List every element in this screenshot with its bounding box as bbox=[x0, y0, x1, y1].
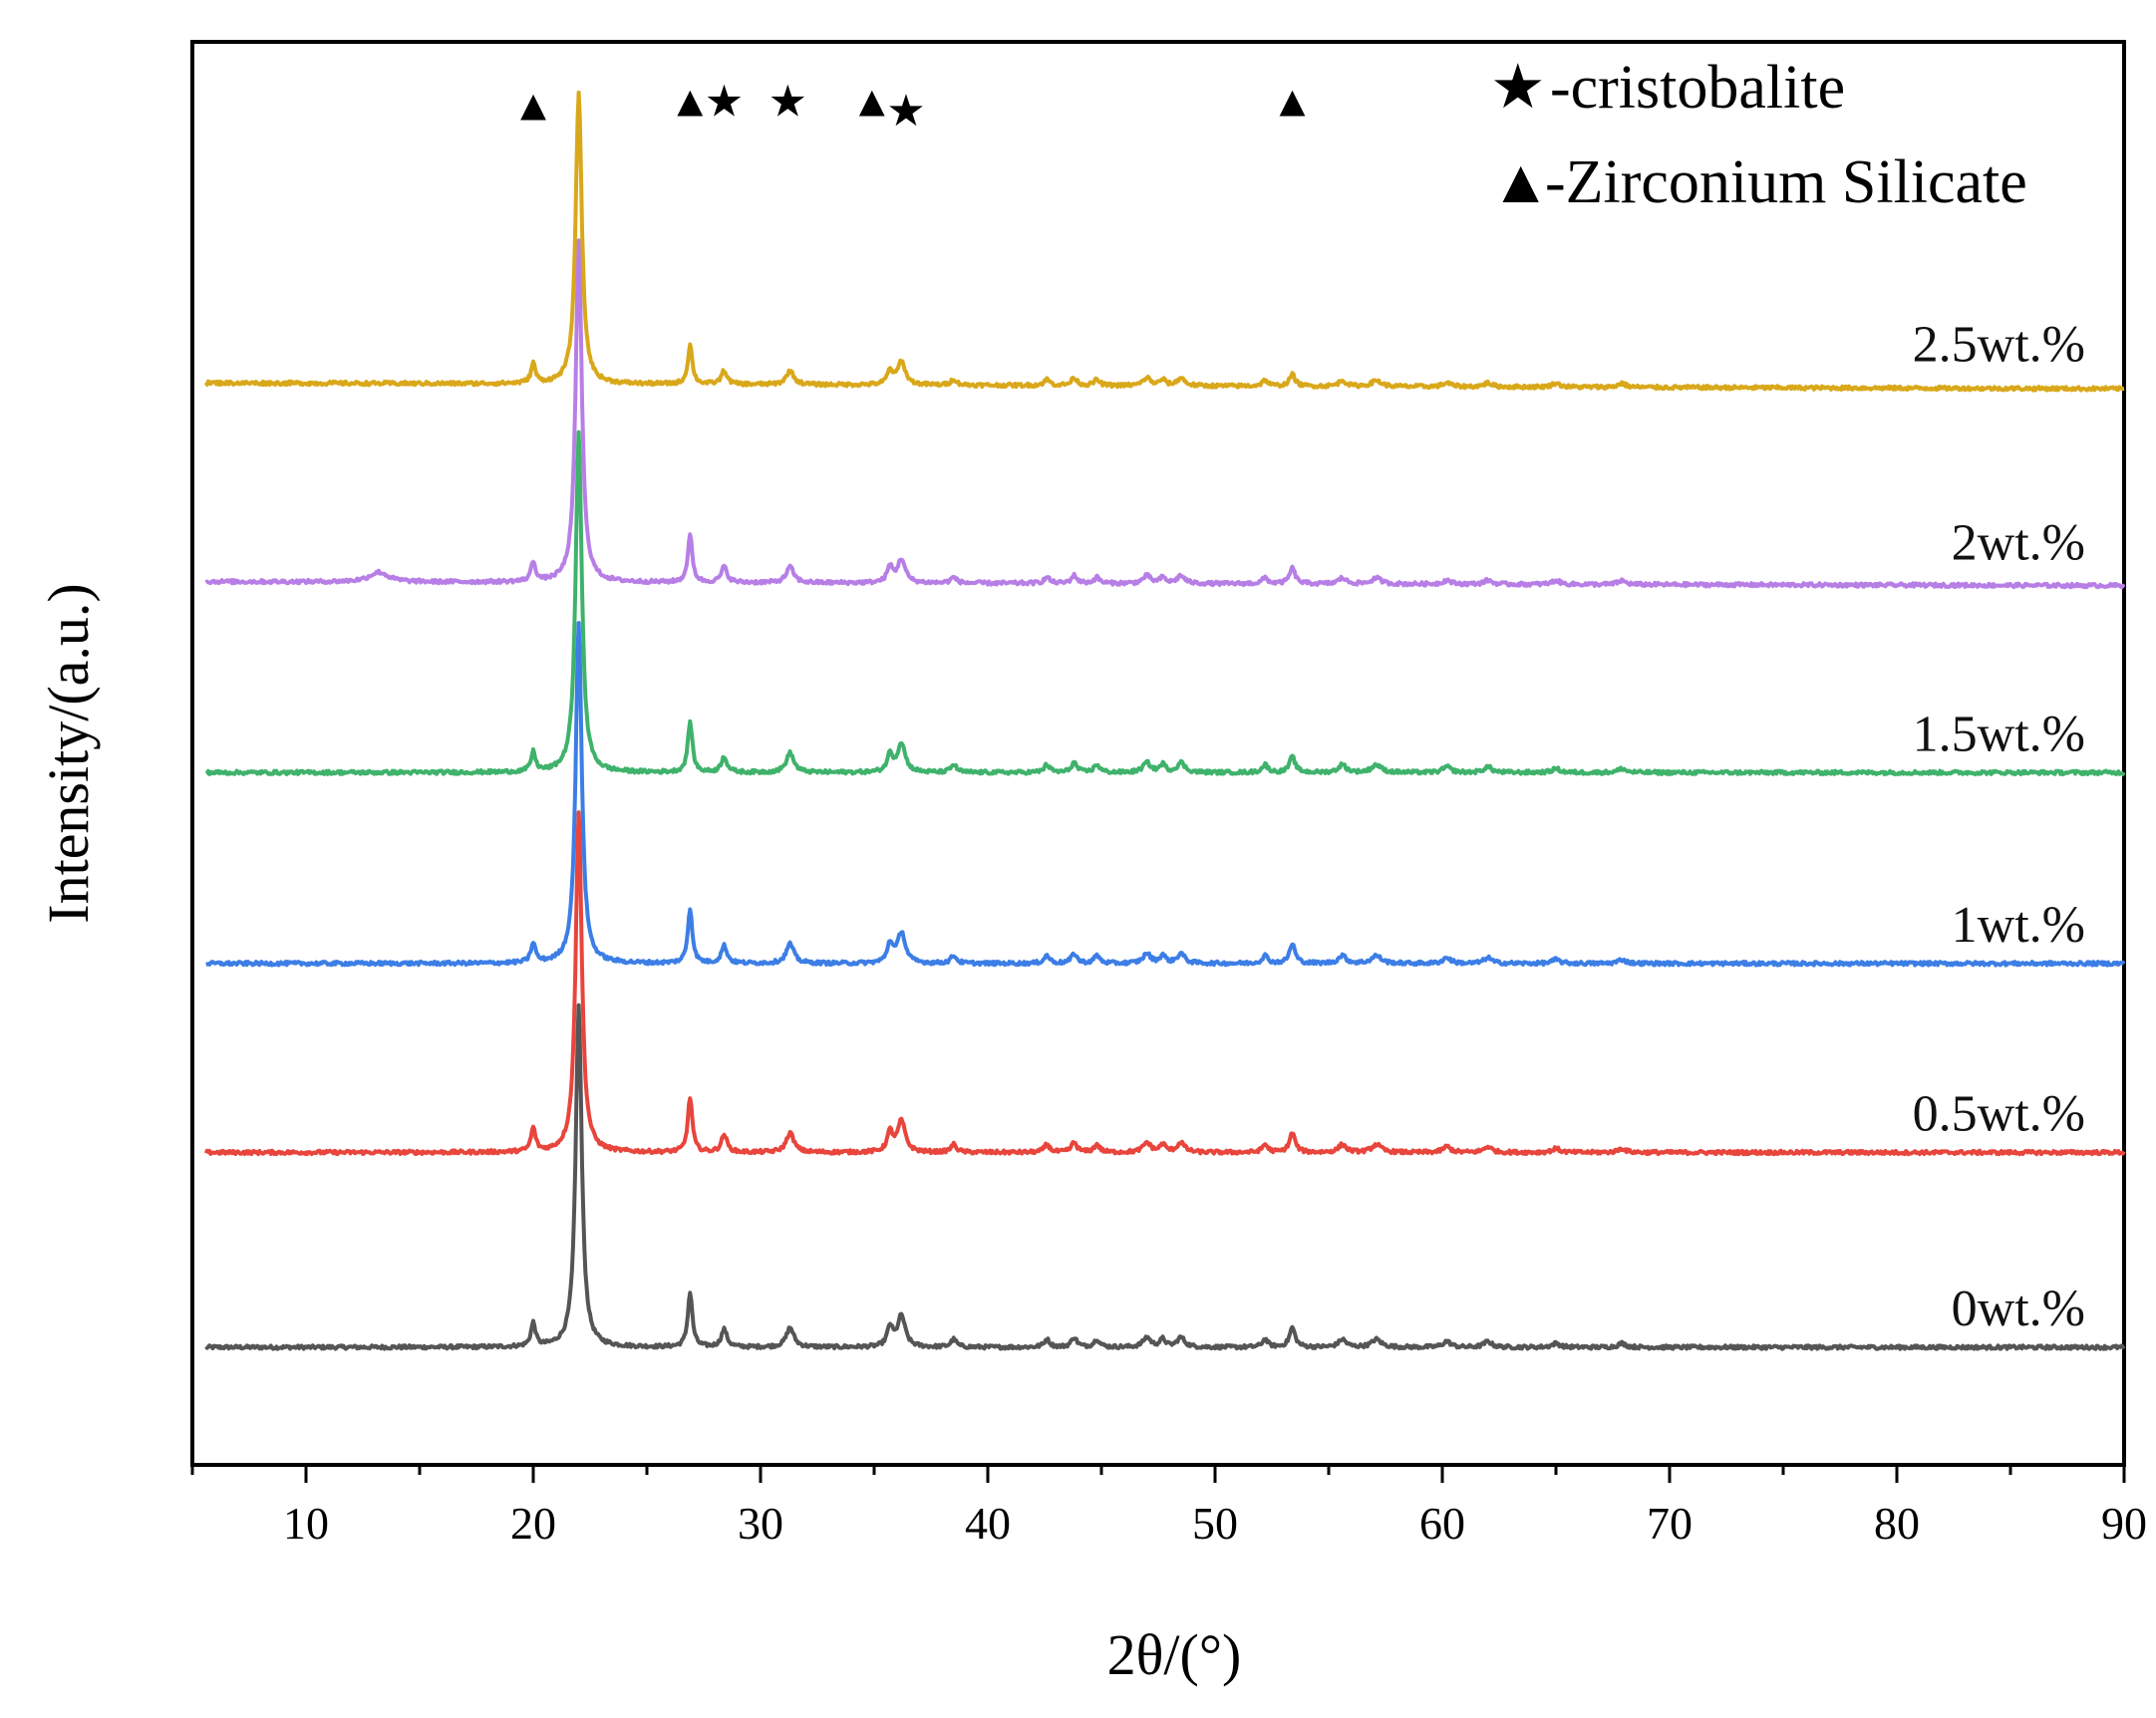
x-tick-label-50: 50 bbox=[1192, 1498, 1238, 1549]
legend-text-zirconium-silicate: -Zirconium Silicate bbox=[1545, 148, 2027, 216]
series-line-2-5wt-- bbox=[203, 90, 2125, 393]
series-label-0wt--: 0wt.% bbox=[1952, 1281, 2085, 1337]
series-line-0wt-- bbox=[204, 1002, 2126, 1351]
cristobalite-marker-3: ★ bbox=[705, 77, 744, 126]
x-tick-label-60: 60 bbox=[1419, 1498, 1465, 1549]
zirconium-silicate-marker-5: ▲ bbox=[850, 77, 894, 126]
plot-area-border bbox=[190, 40, 2126, 1467]
legend: ★ -cristobalite ▲ -Zirconium Silicate bbox=[1490, 54, 2027, 216]
series-label-1wt--: 1wt.% bbox=[1952, 897, 2085, 954]
x-axis-ticks: 10 20 30 40 50 60 70 80 90 bbox=[190, 1465, 2147, 1549]
series-label-2wt--: 2wt.% bbox=[1952, 515, 2085, 572]
series-layer bbox=[203, 90, 2126, 1351]
x-tick-label-70: 70 bbox=[1647, 1498, 1693, 1549]
series-line-2wt-- bbox=[204, 238, 2126, 590]
x-tick-label-90: 90 bbox=[2101, 1498, 2147, 1549]
series-line-1wt-- bbox=[204, 621, 2126, 968]
x-axis-title: 2θ/(°) bbox=[1107, 1622, 1242, 1687]
cristobalite-marker-6: ★ bbox=[886, 87, 925, 136]
x-tick-label-20: 20 bbox=[510, 1498, 556, 1549]
y-axis-title: Intensity/(a.u.) bbox=[36, 583, 101, 923]
legend-symbol-cristobalite: ★ bbox=[1490, 54, 1546, 122]
x-tick-label-30: 30 bbox=[738, 1498, 783, 1549]
series-label-1-5wt--: 1.5wt.% bbox=[1913, 706, 2085, 762]
x-tick-label-40: 40 bbox=[965, 1498, 1011, 1549]
cristobalite-marker-4: ★ bbox=[769, 77, 807, 126]
legend-symbol-zirconium-silicate: ▲ bbox=[1490, 148, 1551, 216]
legend-text-cristobalite: -cristobalite bbox=[1550, 54, 1845, 122]
series-line-0-5wt-- bbox=[203, 810, 2126, 1157]
zirconium-silicate-marker-0: ▲ bbox=[511, 81, 555, 130]
series-label-2-5wt--: 2.5wt.% bbox=[1913, 316, 2085, 373]
series-label-layer: 0wt.% 0.5wt.% 1wt.% 1.5wt.% 2wt.% 2.5wt.% bbox=[1913, 316, 2085, 1337]
series-label-0-5wt--: 0.5wt.% bbox=[1913, 1086, 2085, 1143]
zirconium-silicate-marker-2: ▲ bbox=[669, 77, 713, 126]
plot-frame bbox=[190, 40, 2126, 1467]
x-tick-label-10: 10 bbox=[283, 1498, 329, 1549]
phase-marker-layer: ▲★▲★★▲★▲ bbox=[511, 77, 1315, 136]
x-tick-label-80: 80 bbox=[1874, 1498, 1920, 1549]
series-line-1-5wt-- bbox=[204, 430, 2126, 776]
zirconium-silicate-marker-7: ▲ bbox=[1271, 77, 1315, 126]
